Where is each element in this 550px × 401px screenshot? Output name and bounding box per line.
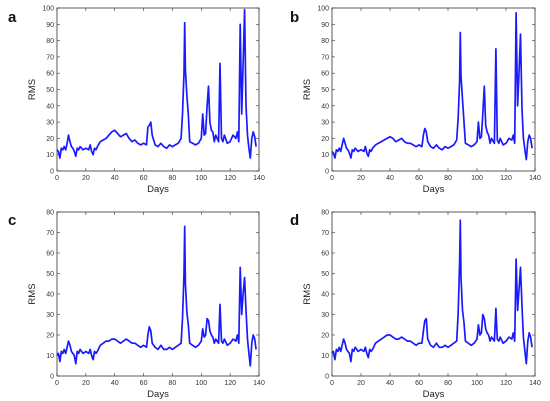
axes-frame-a xyxy=(56,7,260,172)
y-axis-label-a: RMS xyxy=(27,79,38,100)
x-tick-label-b: 20 xyxy=(357,175,365,182)
x-tick-label-d: 40 xyxy=(386,380,394,387)
x-tick-label-a: 20 xyxy=(82,175,90,182)
rms-series-line-c xyxy=(56,225,257,367)
y-tick-label-a: 0 xyxy=(50,169,54,176)
y-tick-label-b: 100 xyxy=(317,6,329,13)
y-tick-label-c: 30 xyxy=(46,312,54,319)
x-tick-label-a: 80 xyxy=(169,175,177,182)
x-tick-label-d: 120 xyxy=(500,380,512,387)
x-tick-label-b: 60 xyxy=(415,175,423,182)
y-tick-label-a: 20 xyxy=(46,136,54,143)
y-tick-label-a: 40 xyxy=(46,103,54,110)
x-axis-label-b: Days xyxy=(423,184,445,195)
axes-frame-b xyxy=(331,7,536,172)
x-tick-label-d: 0 xyxy=(330,380,334,387)
y-tick-label-b: 40 xyxy=(321,103,329,110)
y-axis-label-c: RMS xyxy=(27,283,38,304)
x-tick-label-b: 40 xyxy=(386,175,394,182)
y-tick-label-b: 70 xyxy=(321,54,329,61)
y-tick-label-b: 60 xyxy=(321,71,329,78)
y-tick-label-a: 10 xyxy=(46,152,54,159)
panel-letter-d: d xyxy=(290,212,299,229)
rms-series-line-a xyxy=(56,8,257,159)
x-tick-label-c: 120 xyxy=(224,380,236,387)
x-tick-label-a: 40 xyxy=(111,175,119,182)
x-tick-label-a: 140 xyxy=(253,175,265,182)
y-tick-label-d: 50 xyxy=(321,271,329,278)
rms-series-line-d xyxy=(331,219,533,365)
x-tick-label-b: 0 xyxy=(330,175,334,182)
y-tick-label-d: 20 xyxy=(321,333,329,340)
y-tick-label-a: 60 xyxy=(46,71,54,78)
y-tick-label-a: 80 xyxy=(46,38,54,45)
x-tick-label-c: 0 xyxy=(55,380,59,387)
y-tick-label-b: 20 xyxy=(321,136,329,143)
x-tick-label-c: 100 xyxy=(195,380,207,387)
x-axis-label-c: Days xyxy=(147,389,169,400)
y-tick-label-d: 30 xyxy=(321,312,329,319)
x-tick-label-c: 40 xyxy=(111,380,119,387)
y-axis-label-b: RMS xyxy=(302,79,313,100)
y-tick-label-b: 10 xyxy=(321,152,329,159)
y-tick-label-d: 40 xyxy=(321,292,329,299)
x-tick-label-b: 120 xyxy=(500,175,512,182)
x-axis-label-a: Days xyxy=(147,184,169,195)
x-tick-label-c: 80 xyxy=(169,380,177,387)
y-tick-label-a: 100 xyxy=(42,6,54,13)
y-tick-label-b: 50 xyxy=(321,87,329,94)
x-tick-label-d: 20 xyxy=(357,380,365,387)
y-tick-label-c: 0 xyxy=(50,374,54,381)
x-tick-label-d: 140 xyxy=(529,380,541,387)
y-tick-label-c: 70 xyxy=(46,230,54,237)
y-tick-label-d: 10 xyxy=(321,353,329,360)
x-tick-label-c: 140 xyxy=(253,380,265,387)
x-tick-label-a: 120 xyxy=(224,175,236,182)
y-tick-label-b: 80 xyxy=(321,38,329,45)
panel-letter-a: a xyxy=(8,9,17,26)
y-tick-label-d: 80 xyxy=(321,210,329,217)
y-axis-label-d: RMS xyxy=(302,283,313,304)
x-tick-label-a: 100 xyxy=(195,175,207,182)
y-tick-label-d: 60 xyxy=(321,251,329,258)
x-tick-label-a: 60 xyxy=(140,175,148,182)
y-tick-label-a: 30 xyxy=(46,120,54,127)
x-axis-label-d: Days xyxy=(423,389,445,400)
y-tick-label-d: 70 xyxy=(321,230,329,237)
y-tick-label-a: 70 xyxy=(46,54,54,61)
y-tick-label-c: 50 xyxy=(46,271,54,278)
x-tick-label-b: 100 xyxy=(471,175,483,182)
y-tick-label-d: 0 xyxy=(325,374,329,381)
y-tick-label-b: 90 xyxy=(321,22,329,29)
x-tick-label-c: 60 xyxy=(140,380,148,387)
y-tick-label-a: 50 xyxy=(46,87,54,94)
x-tick-label-d: 100 xyxy=(471,380,483,387)
x-tick-label-d: 60 xyxy=(415,380,423,387)
panel-letter-c: c xyxy=(8,212,16,229)
x-tick-label-a: 0 xyxy=(55,175,59,182)
y-tick-label-c: 20 xyxy=(46,333,54,340)
y-tick-label-a: 90 xyxy=(46,22,54,29)
x-tick-label-c: 20 xyxy=(82,380,90,387)
y-tick-label-c: 80 xyxy=(46,210,54,217)
panel-letter-b: b xyxy=(290,9,299,26)
x-tick-label-b: 140 xyxy=(529,175,541,182)
y-tick-label-b: 30 xyxy=(321,120,329,127)
rms-series-line-b xyxy=(331,12,533,161)
x-tick-label-d: 80 xyxy=(444,380,452,387)
y-tick-label-b: 0 xyxy=(325,169,329,176)
y-tick-label-c: 10 xyxy=(46,353,54,360)
x-tick-label-b: 80 xyxy=(444,175,452,182)
y-tick-label-c: 40 xyxy=(46,292,54,299)
y-tick-label-c: 60 xyxy=(46,251,54,258)
